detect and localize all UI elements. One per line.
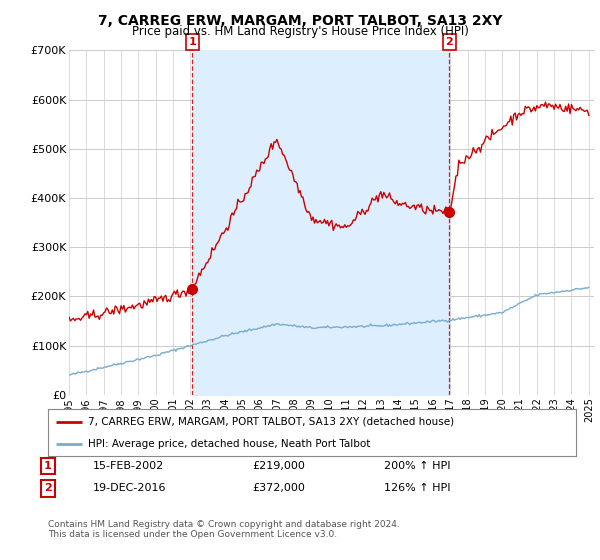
Text: £372,000: £372,000 bbox=[252, 483, 305, 493]
Text: 7, CARREG ERW, MARGAM, PORT TALBOT, SA13 2XY: 7, CARREG ERW, MARGAM, PORT TALBOT, SA13… bbox=[98, 14, 502, 28]
Text: 2: 2 bbox=[44, 483, 52, 493]
Text: 1: 1 bbox=[44, 461, 52, 471]
Text: Price paid vs. HM Land Registry's House Price Index (HPI): Price paid vs. HM Land Registry's House … bbox=[131, 25, 469, 38]
Text: 15-FEB-2002: 15-FEB-2002 bbox=[93, 461, 164, 471]
Text: HPI: Average price, detached house, Neath Port Talbot: HPI: Average price, detached house, Neat… bbox=[88, 438, 370, 449]
Text: 7, CARREG ERW, MARGAM, PORT TALBOT, SA13 2XY (detached house): 7, CARREG ERW, MARGAM, PORT TALBOT, SA13… bbox=[88, 417, 454, 427]
Text: 126% ↑ HPI: 126% ↑ HPI bbox=[384, 483, 451, 493]
Text: 1: 1 bbox=[188, 37, 196, 47]
Text: 200% ↑ HPI: 200% ↑ HPI bbox=[384, 461, 451, 471]
Text: 19-DEC-2016: 19-DEC-2016 bbox=[93, 483, 167, 493]
Text: £219,000: £219,000 bbox=[252, 461, 305, 471]
Text: Contains HM Land Registry data © Crown copyright and database right 2024.
This d: Contains HM Land Registry data © Crown c… bbox=[48, 520, 400, 539]
Text: 2: 2 bbox=[446, 37, 454, 47]
